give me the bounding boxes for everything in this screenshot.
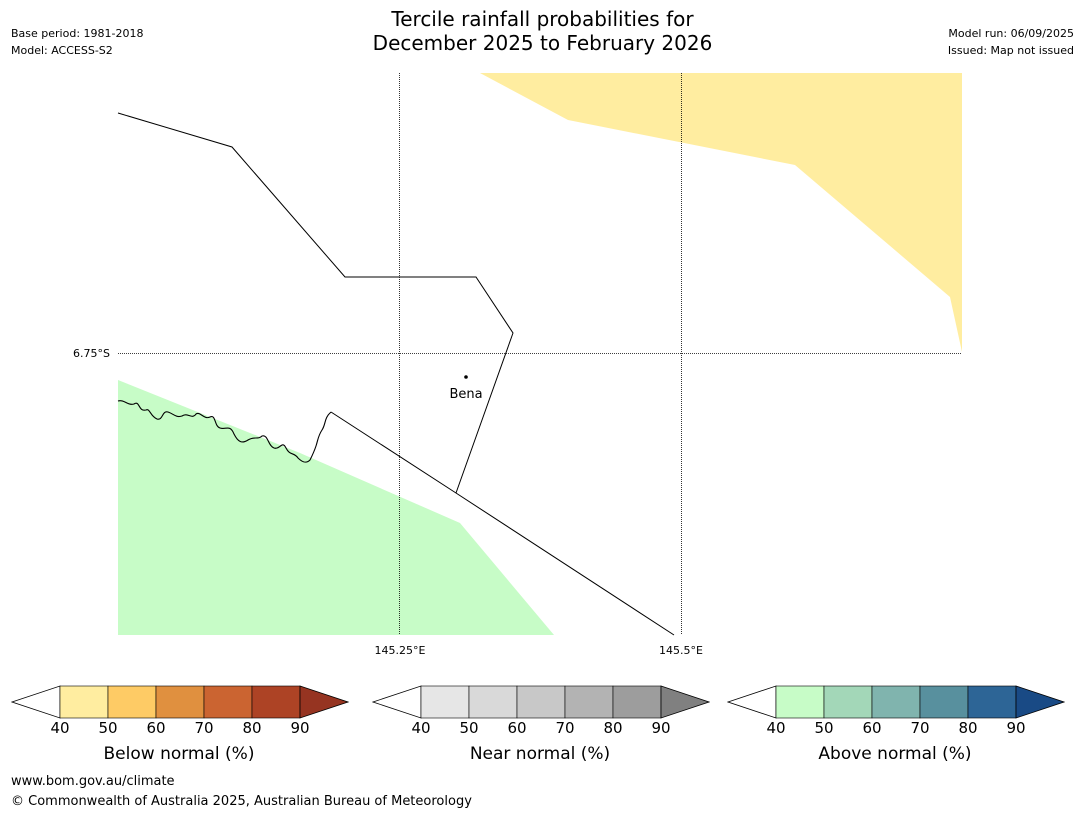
map-title: Tercile rainfall probabilities for Decem… — [0, 7, 1085, 55]
near-normal-legend-title: Near normal (%) — [469, 744, 611, 764]
below-normal-tick-label: 60 — [146, 719, 166, 737]
above-normal-tick-label: 60 — [862, 719, 882, 737]
model-text: Model: ACCESS-S2 — [11, 44, 113, 57]
model-run-text: Model run: 06/09/2025 — [948, 27, 1074, 40]
above-normal-max-extension — [1015, 685, 1065, 719]
title-line-2: December 2025 to February 2026 — [372, 31, 713, 55]
below-normal-bin-1 — [59, 685, 109, 719]
title-line-1: Tercile rainfall probabilities for — [391, 7, 694, 31]
above-normal-bin-1 — [775, 685, 825, 719]
below-normal-tick-label: 80 — [242, 719, 262, 737]
below-normal-legend-title: Below normal (%) — [103, 744, 255, 764]
lon-label-145-5: 145.5°E — [659, 644, 703, 657]
meta-right: Model run: 06/09/2025 Issued: Map not is… — [948, 25, 1074, 59]
below-normal-region — [480, 73, 962, 352]
above-normal-bin-2 — [823, 685, 873, 719]
province-boundary-south — [330, 411, 675, 636]
above-normal-tick-label: 40 — [766, 719, 786, 737]
footer-url[interactable]: www.bom.gov.au/climate — [11, 774, 175, 789]
below-normal-tick-label: 90 — [290, 719, 310, 737]
below-normal-bin-5 — [251, 685, 301, 719]
near-normal-bin-1 — [420, 685, 470, 719]
near-normal-max-extension — [660, 685, 710, 719]
below-normal-tick-label: 40 — [50, 719, 70, 737]
below-normal-tick-label: 70 — [194, 719, 214, 737]
above-normal-tick-label: 50 — [814, 719, 834, 737]
below-normal-tick-label: 50 — [98, 719, 118, 737]
place-label-bena: Bena — [449, 387, 483, 402]
meta-left: Base period: 1981-2018 Model: ACCESS-S2 — [11, 25, 143, 59]
near-normal-bin-2 — [468, 685, 518, 719]
near-normal-bin-4 — [564, 685, 614, 719]
base-period-text: Base period: 1981-2018 — [11, 27, 144, 40]
below-normal-bin-2 — [107, 685, 157, 719]
lat-label: 6.75°S — [73, 347, 110, 360]
above-normal-min-extension — [727, 685, 777, 719]
above-normal-tick-label: 80 — [958, 719, 978, 737]
below-normal-max-extension — [299, 685, 349, 719]
near-normal-tick-label: 90 — [651, 719, 671, 737]
bena-marker[interactable] — [464, 375, 468, 379]
above-normal-region — [118, 380, 554, 635]
below-normal-bin-3 — [155, 685, 205, 719]
issued-text: Issued: Map not issued — [947, 44, 1074, 57]
above-normal-tick-label: 90 — [1006, 719, 1026, 737]
near-normal-tick-label: 70 — [555, 719, 575, 737]
above-normal-bin-3 — [871, 685, 921, 719]
near-normal-min-extension — [372, 685, 422, 719]
near-normal-tick-label: 80 — [603, 719, 623, 737]
near-normal-tick-label: 60 — [507, 719, 527, 737]
below-normal-min-extension — [11, 685, 61, 719]
above-normal-bin-4 — [919, 685, 969, 719]
lon-label-145-25: 145.25°E — [374, 644, 426, 657]
near-normal-bin-5 — [612, 685, 662, 719]
near-normal-colorbar — [372, 685, 710, 719]
province-boundary-north — [117, 112, 514, 494]
footer-copyright: © Commonwealth of Australia 2025, Austra… — [11, 794, 472, 809]
near-normal-bin-3 — [516, 685, 566, 719]
above-normal-bin-5 — [967, 685, 1017, 719]
below-normal-colorbar — [11, 685, 349, 719]
above-normal-colorbar — [727, 685, 1065, 719]
near-normal-tick-label: 40 — [411, 719, 431, 737]
river-boundary — [117, 400, 332, 463]
map-canvas[interactable] — [0, 0, 1085, 670]
near-normal-tick-label: 50 — [459, 719, 479, 737]
below-normal-bin-4 — [203, 685, 253, 719]
above-normal-tick-label: 70 — [910, 719, 930, 737]
above-normal-legend-title: Above normal (%) — [818, 744, 972, 764]
